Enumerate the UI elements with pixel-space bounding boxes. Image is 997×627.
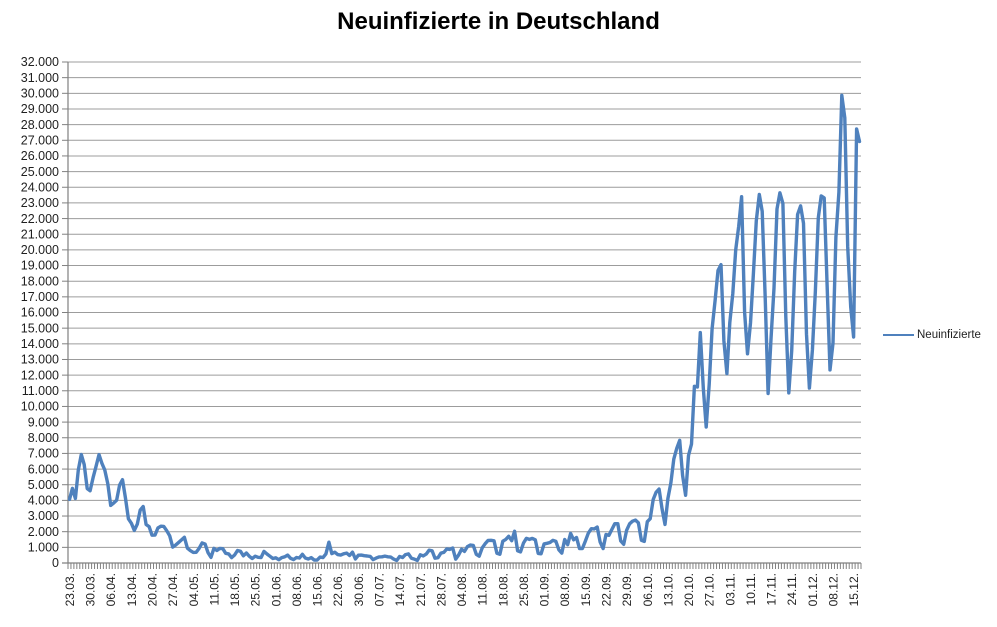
x-tick-label: 29.09. [620,573,634,606]
x-tick-label: 15.09. [579,573,593,606]
y-tick-label: 27.000 [21,133,59,147]
x-tick-label: 01.06. [269,573,283,606]
x-tick-label: 21.07. [414,573,428,606]
y-tick-label: 31.000 [21,71,59,85]
x-tick-label: 20.04. [146,573,160,606]
x-tick-label: 27.10. [703,573,717,606]
x-tick-label: 25.08. [517,573,531,606]
x-tick-label: 08.09. [558,573,572,606]
x-tick-label: 23.03. [63,573,77,606]
x-tick-label: 13.10. [661,573,675,606]
x-tick-label: 25.05. [249,573,263,606]
y-tick-label: 8.000 [28,431,59,445]
x-tick-label: 13.04. [125,573,139,606]
y-tick-label: 9.000 [28,415,59,429]
x-tick-label: 07.07. [373,573,387,606]
x-tick-label: 06.10. [641,573,655,606]
x-tick-label: 28.07. [434,573,448,606]
x-tick-label: 24.11. [785,573,799,605]
y-tick-label: 13.000 [21,353,59,367]
legend: Neuinfizierte [883,329,981,341]
y-tick-label: 32.000 [21,55,59,69]
y-tick-label: 21.000 [21,227,59,241]
x-tick-label: 18.08. [496,573,510,606]
y-tick-label: 12.000 [21,368,59,382]
legend-line-swatch [883,334,914,336]
chart-title: Neuinfizierte in Deutschland [337,8,660,35]
y-tick-label: 4.000 [28,494,59,508]
y-tick-label: 16.000 [21,306,59,320]
x-tick-label: 15.12. [847,573,861,606]
y-tick-label: 19.000 [21,259,59,273]
y-tick-label: 24.000 [21,180,59,194]
x-tick-label: 15.06. [311,573,325,606]
y-tick-label: 28.000 [21,118,59,132]
y-tick-label: 25.000 [21,165,59,179]
y-tick-label: 22.000 [21,212,59,226]
x-tick-label: 08.06. [290,573,304,606]
x-tick-label: 22.09. [600,573,614,606]
y-tick-label: 20.000 [21,243,59,257]
x-tick-label: 11.05. [207,573,221,605]
x-tick-label: 22.06. [331,573,345,606]
x-tick-label: 01.09. [538,573,552,606]
y-tick-label: 30.000 [21,87,59,101]
x-tick-label: 30.03. [84,573,98,606]
x-tick-label: 04.05. [187,573,201,606]
y-tick-label: 26.000 [21,149,59,163]
y-tick-label: 10.000 [21,400,59,414]
x-tick-label: 04.08. [455,573,469,606]
y-tick-label: 3.000 [28,509,59,523]
y-tick-label: 29.000 [21,102,59,116]
x-tick-label: 14.07. [393,573,407,606]
x-tick-label: 01.12. [806,573,820,606]
y-tick-label: 11.000 [22,384,59,398]
y-tick-label: 1.000 [28,541,59,555]
y-tick-label: 2.000 [28,525,59,539]
y-tick-label: 15.000 [21,321,59,335]
y-tick-label: 6.000 [28,462,59,476]
x-tick-label: 27.04. [166,573,180,606]
x-tick-label: 30.06. [352,573,366,606]
series-line-neuinfizierte [67,93,862,563]
y-tick-label: 5.000 [28,478,59,492]
y-tick-label: 18.000 [21,274,59,288]
x-tick-label: 03.11. [723,573,737,605]
x-tick-label: 17.11. [765,573,779,605]
x-tick-label: 06.04. [104,573,118,606]
y-tick-label: 14.000 [21,337,59,351]
y-tick-label: 23.000 [21,196,59,210]
x-tick-label: 11.08. [476,573,490,605]
x-tick-label: 18.05. [228,573,242,606]
x-tick-label: 08.12. [827,573,841,606]
y-tick-label: 7.000 [28,447,59,461]
x-tick-label: 20.10. [682,573,696,606]
legend-label: Neuinfizierte [917,329,981,341]
y-tick-label: 17.000 [21,290,59,304]
x-tick-label: 10.11. [744,573,758,605]
y-tick-label: 0 [52,556,59,570]
